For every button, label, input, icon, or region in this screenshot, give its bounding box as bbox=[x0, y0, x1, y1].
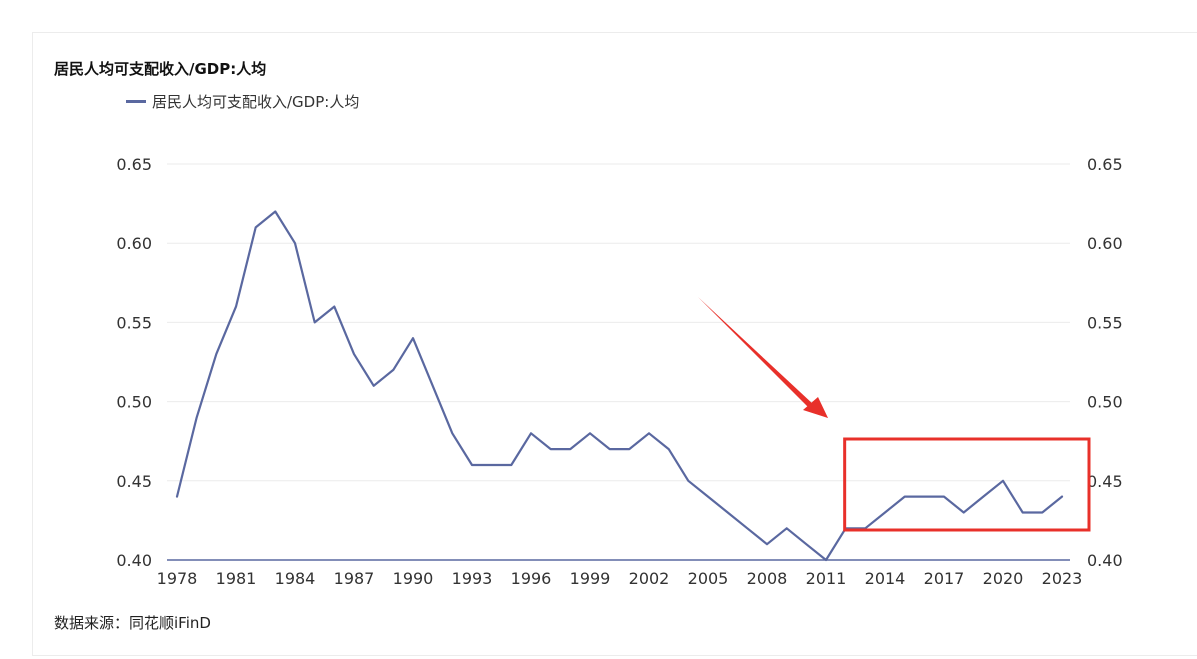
y-tick-label-right: 0.50 bbox=[1087, 393, 1123, 412]
chart-card bbox=[32, 32, 1197, 656]
y-tick-label-left: 0.50 bbox=[116, 393, 152, 412]
gridlines bbox=[167, 163, 1070, 561]
x-tick-label: 2011 bbox=[806, 569, 847, 588]
y-tick-label-left: 0.65 bbox=[116, 155, 152, 174]
y-tick-label-left: 0.55 bbox=[116, 313, 152, 332]
data-source: 数据来源：同花顺iFinD bbox=[54, 614, 211, 632]
y-tick-label-right: 0.45 bbox=[1087, 472, 1123, 491]
series-group bbox=[175, 210, 1064, 562]
x-tick-label: 1981 bbox=[216, 569, 257, 588]
highlight-box bbox=[843, 437, 1091, 532]
legend[interactable]: 居民人均可支配收入/GDP:人均 bbox=[126, 91, 359, 112]
chart-title: 居民人均可支配收入/GDP:人均 bbox=[54, 60, 267, 78]
x-tick-label: 2014 bbox=[865, 569, 906, 588]
x-tick-label: 2020 bbox=[983, 569, 1024, 588]
y-tick-label-right: 0.55 bbox=[1087, 313, 1123, 332]
x-tick-label: 2005 bbox=[688, 569, 729, 588]
x-tick-label: 1990 bbox=[393, 569, 434, 588]
x-tick-label: 1978 bbox=[157, 569, 198, 588]
x-axis: 1978 1981 1984 1987 1990 1993 1996 1999 2002 2005… bbox=[157, 569, 1083, 588]
legend-swatch bbox=[126, 100, 146, 103]
x-tick-label: 1984 bbox=[275, 569, 316, 588]
y-tick-label-left: 0.45 bbox=[116, 472, 152, 491]
x-tick-label: 1993 bbox=[452, 569, 493, 588]
x-tick-label: 1987 bbox=[334, 569, 375, 588]
y-tick-label-left: 0.60 bbox=[116, 234, 152, 253]
legend-label: 居民人均可支配收入/GDP:人均 bbox=[152, 93, 360, 111]
y-tick-label-left: 0.40 bbox=[116, 551, 152, 570]
x-tick-label: 1999 bbox=[570, 569, 611, 588]
y-tick-label-right: 0.65 bbox=[1087, 155, 1123, 174]
x-tick-label: 1996 bbox=[511, 569, 552, 588]
x-tick-label: 2023 bbox=[1042, 569, 1083, 588]
arrow-shaft bbox=[698, 297, 828, 418]
annotation-group bbox=[698, 297, 1091, 532]
series-line bbox=[175, 210, 1064, 562]
y-axis-right: 0.40 0.45 0.50 0.55 0.60 0.65 bbox=[1087, 155, 1123, 570]
x-tick-label: 2002 bbox=[629, 569, 670, 588]
x-tick-label: 2017 bbox=[924, 569, 965, 588]
x-tick-label: 2008 bbox=[747, 569, 788, 588]
y-tick-label-right: 0.40 bbox=[1087, 551, 1123, 570]
y-tick-label-right: 0.60 bbox=[1087, 234, 1123, 253]
arrow-head bbox=[803, 397, 828, 418]
y-axis-left: 0.40 0.45 0.50 0.55 0.60 0.65 bbox=[116, 155, 152, 570]
